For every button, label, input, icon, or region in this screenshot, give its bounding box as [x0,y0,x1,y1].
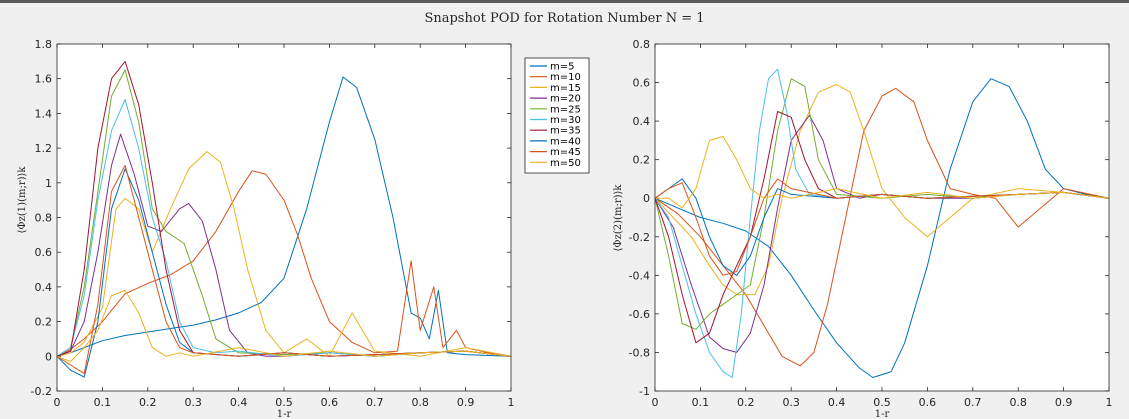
legend-label-m=5: m=5 [550,62,574,73]
right-xtick-label: 1 [1106,396,1113,409]
legend-label-m=50: m=50 [550,158,581,169]
legend-label-m=10: m=10 [550,72,581,83]
left-xlabel: 1-r [277,409,292,419]
left-ytick-label: -0.2 [31,385,52,398]
right-xtick-label: 0.8 [1009,396,1027,409]
left-series-line-m=50 [56,289,512,362]
right-xtick-label: 0.5 [873,396,891,409]
left-xtick-label: 0.3 [184,396,202,409]
right-ytick-label: -0.2 [629,231,650,244]
legend-label-m=25: m=25 [550,104,581,115]
right-xtick-label: 0.1 [692,396,710,409]
right-xtick-label: 0.7 [964,396,982,409]
right-xtick-label: 0.6 [919,396,937,409]
right-ytick-label: 0.6 [633,77,651,90]
right-series-line-m=15 [654,84,1110,296]
left-ytick-label: 1.4 [35,107,53,120]
left-plot-area [57,44,511,391]
left-xtick-label: 0.4 [230,396,248,409]
legend-label-m=45: m=45 [550,147,581,158]
left-xtick-label: 0.7 [366,396,384,409]
legend-label-m=15: m=15 [550,83,581,94]
left-xtick-label: 0.9 [457,396,475,409]
left-axes-box [56,43,512,392]
right-ytick-label: -0.4 [629,269,650,282]
left-xtick-label: 1 [508,396,515,409]
right-ytick-label: 0.2 [633,154,651,167]
right-xtick-label: 0.4 [828,396,846,409]
left-series-line-m=15 [56,151,512,357]
right-series-line-m=20 [654,114,1110,353]
right-ytick-label: 0.8 [633,38,651,51]
left-ytick-label: 1.6 [35,73,53,86]
left-xtick-label: 0 [54,396,61,409]
left-ytick-label: 0.2 [35,316,53,329]
left-ytick-label: 0.8 [35,212,53,225]
right-series-line-m=5 [654,78,1110,378]
left-ytick-label: 1.2 [35,142,53,155]
right-ytick-label: 0 [643,192,650,205]
right-ytick-label: -1 [639,385,650,398]
left-ytick-label: 1.8 [35,38,53,51]
left-xtick-label: 0.6 [321,396,339,409]
left-series-line-m=45 [56,164,512,375]
right-ytick-label: -0.6 [629,308,650,321]
left-ytick-label: 0.4 [35,281,53,294]
left-ytick-label: 0.6 [35,246,53,259]
left-series-line-m=10 [56,170,512,357]
right-series-line-m=50 [655,136,1110,209]
right-xlabel: 1-r [875,409,890,419]
left-ytick-label: 0 [45,350,52,363]
right-ytick-label: -0.8 [629,346,650,359]
right-axes-box [654,43,1110,392]
legend-label-m=40: m=40 [550,136,581,147]
right-plot-area [655,44,1109,391]
left-xtick-label: 0.8 [411,396,429,409]
right-ytick-label: 0.4 [633,115,651,128]
right-ylabel: ⟨Φz(2)(m;r)⟩k [613,184,624,252]
right-series-line-m=45 [654,178,1110,276]
left-ylabel: ⟨Φz(1)(m;r)⟩k [17,166,28,234]
left-series-line-m=5 [56,76,512,357]
left-ytick-label: 1 [45,177,52,190]
legend-label-m=30: m=30 [550,115,581,126]
right-xtick-label: 0.2 [737,396,755,409]
legend-label-m=20: m=20 [550,94,581,105]
legend-label-m=35: m=35 [550,126,581,137]
left-xtick-label: 0.2 [139,396,157,409]
right-xtick-label: 0.9 [1055,396,1073,409]
right-xtick-label: 0.3 [782,396,800,409]
figure-title: Snapshot POD for Rotation Number N = 1 [424,11,705,26]
right-xtick-label: 0 [652,396,659,409]
left-xtick-label: 0.5 [275,396,293,409]
window-top-border [0,0,1129,3]
left-xtick-label: 0.1 [94,396,112,409]
